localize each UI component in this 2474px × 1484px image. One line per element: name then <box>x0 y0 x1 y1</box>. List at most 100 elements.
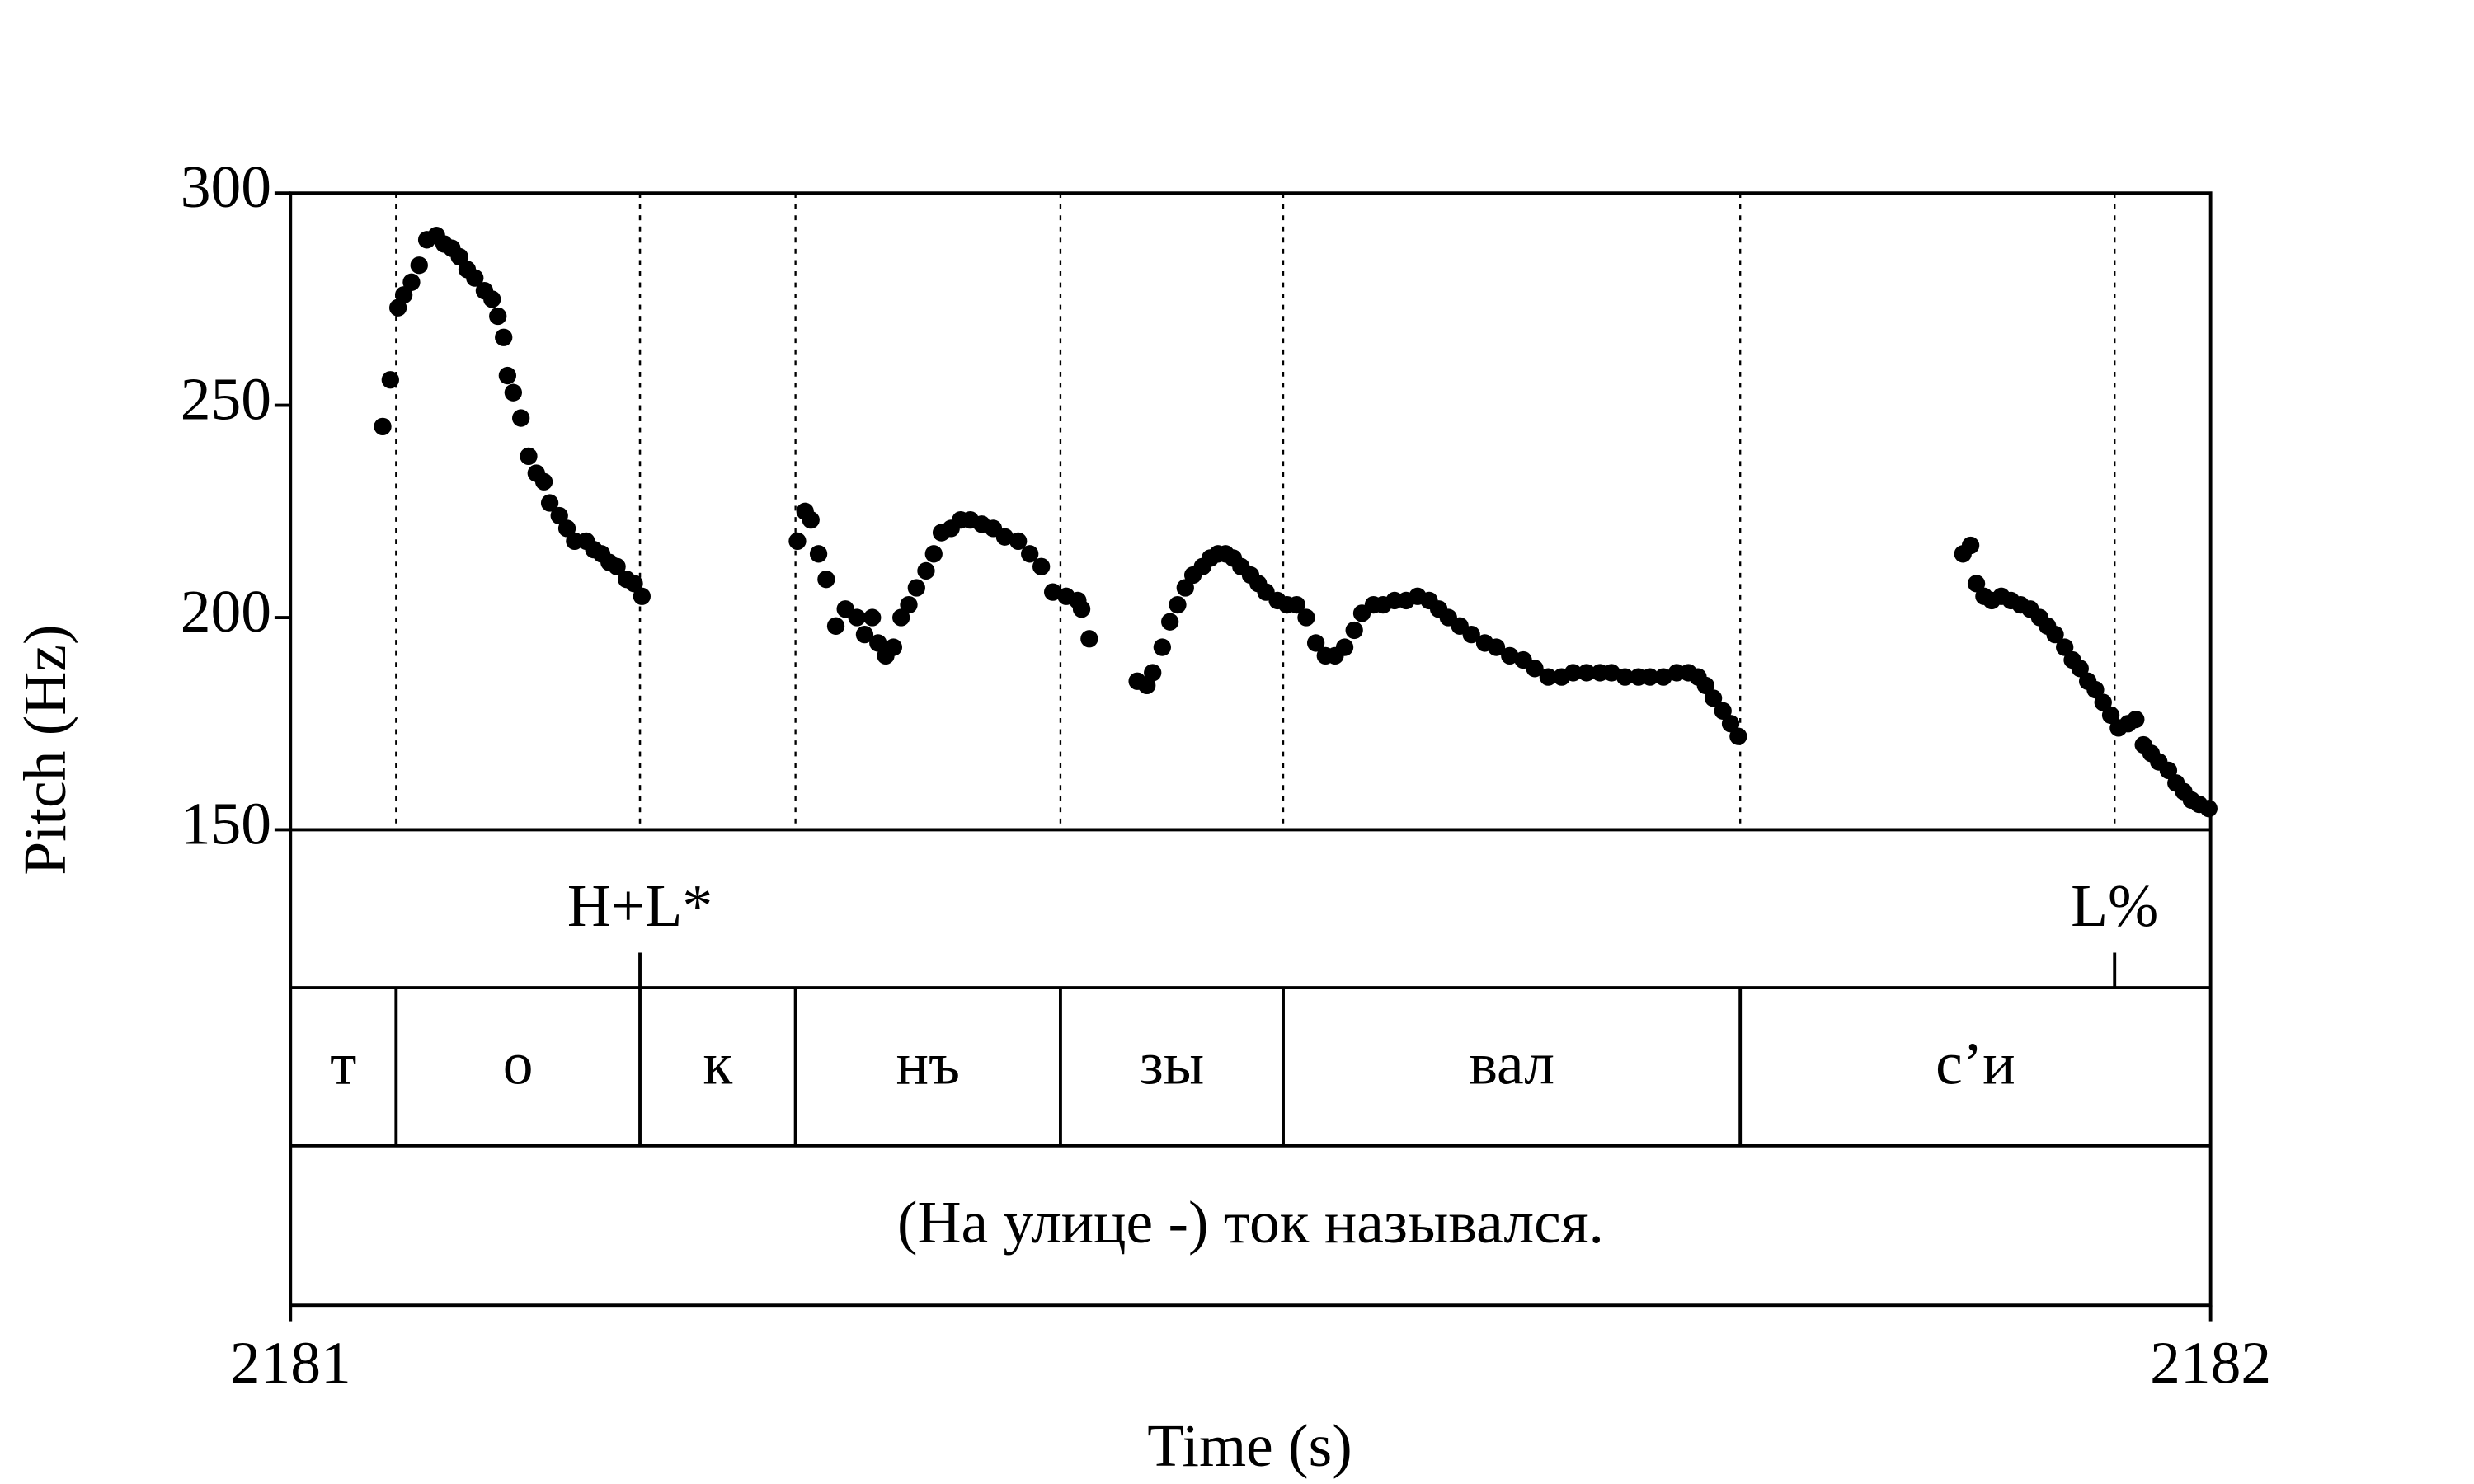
pitch-point <box>483 290 501 308</box>
pitch-point <box>557 519 576 538</box>
pitch-point <box>817 571 835 589</box>
x-tick-label: 2181 <box>230 1329 351 1397</box>
pitch-point <box>1654 668 1672 686</box>
pitch-point <box>1578 664 1596 682</box>
pitch-point <box>381 371 399 389</box>
pitch-point <box>1176 579 1194 597</box>
pitch-point <box>374 417 392 435</box>
pitch-point <box>826 617 845 635</box>
pitch-point <box>1345 621 1363 640</box>
pitch-point <box>1729 727 1747 745</box>
pitch-point <box>2159 761 2178 780</box>
pitch-point <box>900 595 918 614</box>
x-axis-label: Time (s) <box>1147 1411 1352 1479</box>
pitch-point <box>2071 660 2089 678</box>
pitch-point <box>550 506 568 525</box>
pitch-point <box>2046 625 2064 644</box>
pitch-point <box>504 383 522 402</box>
pitch-point <box>869 634 887 652</box>
pitch-point <box>625 575 643 593</box>
interval-label: с’и <box>1935 1030 2015 1097</box>
pitch-point <box>855 625 874 644</box>
pitch-point <box>924 545 943 563</box>
interval-label: вал <box>1469 1030 1554 1097</box>
pitch-point <box>1153 638 1171 656</box>
pitch-point <box>1539 668 1557 686</box>
interval-label: о <box>503 1030 534 1097</box>
point-label: H+L* <box>567 871 713 939</box>
pitch-point <box>1696 676 1714 695</box>
pitch-point <box>1144 664 1162 682</box>
pitch-point <box>2094 693 2112 711</box>
y-axis-label: Pitch (Hz) <box>11 625 78 876</box>
pitch-point <box>1487 638 1506 656</box>
x-tick-label: 2182 <box>2150 1329 2271 1397</box>
pitch-point <box>608 557 626 575</box>
pitch-point <box>1602 664 1620 682</box>
pitch-point <box>892 608 910 627</box>
pitch-point <box>1009 532 1028 551</box>
pitch-point <box>1501 646 1519 665</box>
pitch-point <box>540 494 559 512</box>
pitch-point <box>1616 668 1634 686</box>
pitch-point <box>863 608 882 627</box>
pitch-point <box>1641 668 1659 686</box>
pitch-point <box>498 366 517 385</box>
pitch-point <box>1032 557 1051 575</box>
interval-label: т <box>330 1030 356 1097</box>
pitch-point <box>884 638 903 656</box>
pitch-point <box>2199 800 2218 818</box>
pitch-point <box>466 269 484 287</box>
pitch-point <box>2056 638 2074 656</box>
pitch-point <box>489 307 507 326</box>
pitch-point <box>802 510 820 529</box>
pitch-point <box>512 409 530 427</box>
pitch-point <box>1080 630 1098 648</box>
pitch-point <box>1072 600 1091 618</box>
pitch-point <box>809 545 828 563</box>
pitch-point <box>1297 608 1315 627</box>
pitch-point <box>1161 613 1179 631</box>
pitch-point <box>1335 638 1354 656</box>
pitch-point <box>1961 536 1980 555</box>
pitch-point <box>1462 625 1480 644</box>
pitch-point <box>402 273 421 291</box>
pitch-point <box>495 328 513 346</box>
y-tick-label: 200 <box>181 577 271 645</box>
pitch-point <box>1721 715 1740 733</box>
pitch-point <box>1704 689 1723 707</box>
pitch-point <box>995 528 1014 546</box>
plot-frame <box>289 191 2213 1308</box>
interval-label: зы <box>1140 1030 1204 1097</box>
pitch-point <box>917 561 935 580</box>
interval-label: (На улице -) ток назывался. <box>897 1188 1604 1256</box>
pitch-point <box>1967 575 1986 593</box>
pitch-point <box>1021 545 1039 563</box>
pitch-point <box>1043 583 1062 601</box>
pitch-point <box>1169 595 1187 614</box>
pitch-point <box>394 286 413 304</box>
pitch-point <box>2101 706 2120 725</box>
pitch-point <box>1306 634 1325 652</box>
pitch-point <box>1564 664 1583 682</box>
pitch-point <box>907 579 925 597</box>
interval-label: нъ <box>896 1030 960 1097</box>
pitch-point <box>520 447 538 466</box>
y-tick-label: 250 <box>181 364 271 432</box>
pitch-point <box>2127 710 2145 729</box>
pitch-point <box>848 608 866 627</box>
pitch-point <box>534 472 553 491</box>
y-tick-label: 150 <box>181 789 271 857</box>
pitch-point <box>450 247 468 266</box>
pitch-point <box>633 587 651 605</box>
pitch-point <box>788 532 807 551</box>
point-label: L% <box>2071 871 2158 939</box>
pitch-point <box>1714 702 1732 720</box>
pitch-point <box>1526 660 1544 678</box>
pitch-point <box>410 256 428 275</box>
pitch-point <box>1287 595 1305 614</box>
pitch-point <box>2086 680 2105 699</box>
interval-label: к <box>703 1030 732 1097</box>
y-tick-label: 300 <box>181 153 271 220</box>
